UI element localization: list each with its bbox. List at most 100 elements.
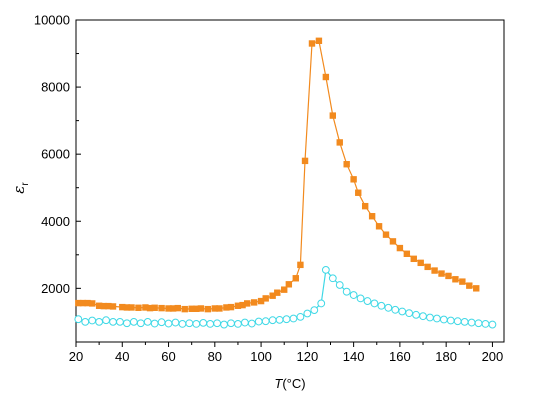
data-point [136,319,145,328]
series-0 [75,37,480,313]
data-point [275,315,284,324]
data-point [488,320,497,329]
data-point [143,317,152,326]
data-point [192,319,201,328]
series-layer [74,37,497,329]
data-point [151,304,158,311]
data-point [169,305,177,312]
data-point [282,315,291,324]
x-tick-label: 40 [115,349,129,364]
data-point [211,305,219,312]
y-axis-symbol: ε [10,186,28,194]
data-point [474,319,483,328]
y-tick-label: 8000 [41,80,70,95]
data-point [384,303,393,312]
data-point [292,275,299,282]
data-point [310,306,319,315]
data-point [185,319,194,328]
data-point [105,302,112,310]
data-point [102,316,110,325]
data-point [244,300,251,307]
data-point [109,317,117,326]
data-point [213,319,222,328]
x-tick-label: 120 [296,349,318,364]
data-point [254,317,263,326]
data-point [234,319,242,328]
y-tick-label: 10000 [34,13,70,28]
data-point [349,291,358,299]
data-point [317,299,326,308]
data-point [247,319,256,328]
x-tick-label: 160 [389,349,411,364]
data-point [426,313,434,322]
data-point [171,318,180,327]
data-point [206,319,215,328]
x-tick-label: 100 [250,349,272,364]
x-tick-label: 180 [435,349,457,364]
data-point [123,304,131,311]
data-point [481,319,490,328]
data-point [109,303,117,310]
data-point [234,302,242,309]
data-point [204,305,212,313]
data-point [363,297,372,305]
data-point [223,304,230,311]
data-point [315,37,323,44]
data-point [419,312,427,321]
data-point [122,319,131,328]
data-point [262,295,269,302]
x-tick-label: 80 [208,349,222,364]
data-point [150,319,159,328]
data-point [188,305,195,312]
x-tick-label: 60 [161,349,175,364]
x-axis: 20 40 60 80 100 120 140 160 180 200 [69,342,503,364]
series-1 [74,265,497,329]
data-point [281,286,288,293]
data-point [424,263,431,271]
data-point [84,299,91,307]
data-point [301,157,309,165]
data-point [269,292,276,299]
data-point [460,317,469,326]
data-point [135,304,142,311]
data-point [467,318,476,327]
data-point [431,267,438,274]
data-point [216,305,223,312]
data-point [88,316,97,325]
data-point [227,303,235,311]
data-point [181,305,188,313]
x-axis-title: T(°C) [274,376,305,391]
data-point [466,282,473,289]
data-point [350,176,357,183]
data-point [193,305,200,312]
series-line [78,39,477,310]
data-point [368,213,376,220]
data-point [296,312,305,321]
data-point [95,302,103,309]
data-point [342,287,351,296]
data-point [336,139,343,146]
data-point [370,299,379,308]
data-point [164,319,173,328]
y-axis: 2000 4000 6000 8000 10000 [34,13,81,323]
data-point [88,300,96,307]
data-point [239,301,246,309]
data-point [391,305,400,314]
y-axis-subscript: r [20,182,31,186]
data-point [142,304,149,311]
data-point [240,318,249,327]
data-point [405,309,414,318]
data-point [398,307,407,316]
data-point [303,309,312,318]
data-point [289,314,298,323]
data-point [129,317,138,326]
data-point [297,261,304,269]
data-point [146,304,154,312]
data-point [116,317,124,326]
data-point [412,310,420,319]
x-tick-label: 140 [343,349,365,364]
data-point [268,316,277,325]
data-point [158,304,165,312]
data-point [410,255,417,263]
data-point [328,274,337,283]
